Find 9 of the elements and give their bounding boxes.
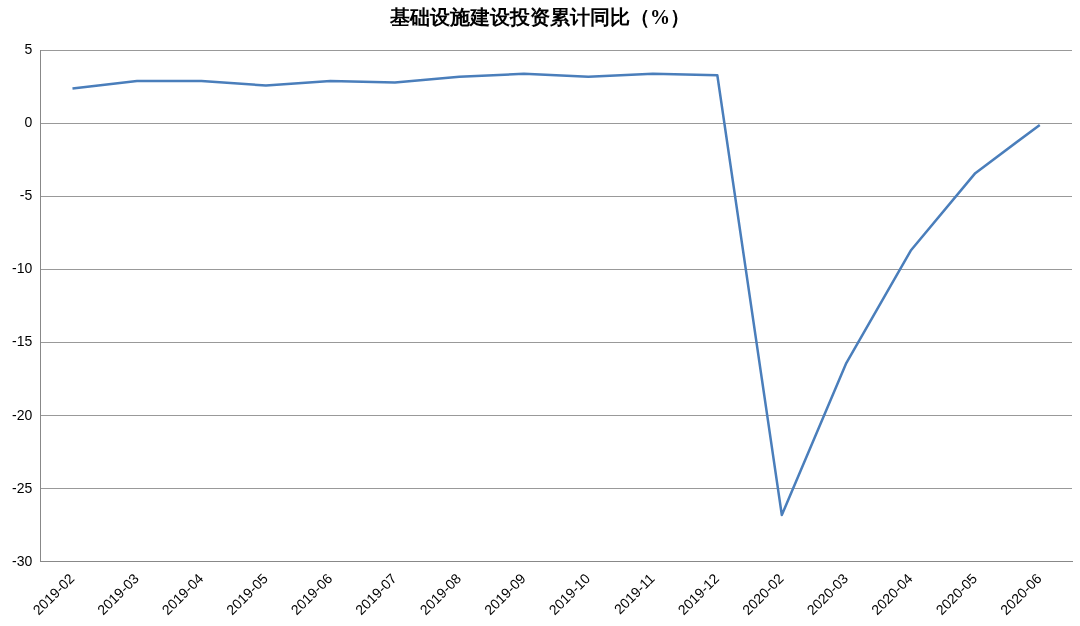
y-tick-label: -15	[12, 333, 33, 350]
y-tick-label: -10	[12, 260, 33, 277]
chart-title: 基础设施建设投资累计同比（%）	[389, 5, 691, 30]
y-tick-label: 5	[24, 41, 33, 58]
y-tick-label: 0	[24, 114, 33, 131]
y-tick-label: -20	[12, 406, 33, 423]
y-tick-label: -25	[12, 479, 33, 496]
y-tick-label: -5	[19, 187, 33, 204]
y-tick-label: -30	[12, 552, 33, 569]
